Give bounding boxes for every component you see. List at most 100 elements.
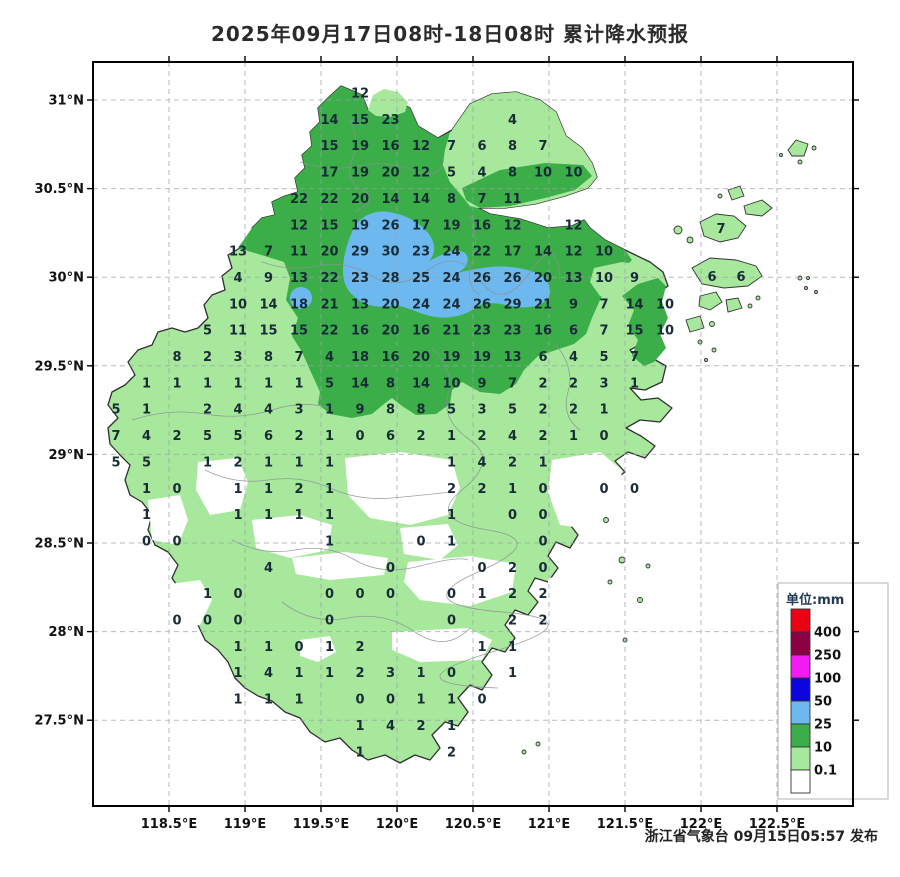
- grid-value: 3: [233, 350, 242, 365]
- grid-value: 10: [564, 166, 582, 181]
- grid-value: 9: [630, 271, 639, 286]
- grid-value: 4: [264, 561, 273, 576]
- grid-value: 0: [447, 614, 456, 629]
- grid-value: 6: [264, 429, 273, 444]
- grid-value: 0: [599, 429, 608, 444]
- grid-value: 13: [564, 271, 582, 286]
- grid-value: 1: [142, 482, 151, 497]
- grid-value: 25: [412, 271, 430, 286]
- grid-value: 9: [264, 271, 273, 286]
- grid-value: 26: [503, 271, 521, 286]
- grid-value: 15: [625, 324, 643, 339]
- grid-value: 3: [294, 403, 303, 418]
- legend-swatch: [790, 700, 811, 725]
- grid-value: 4: [477, 455, 486, 470]
- grid-value: 12: [564, 245, 582, 260]
- grid-value: 2: [447, 745, 456, 760]
- grid-value: 2: [477, 482, 486, 497]
- grid-value: 16: [412, 324, 430, 339]
- legend-threshold-label: 250: [814, 649, 841, 664]
- grid-value: 8: [416, 403, 425, 418]
- grid-value: 7: [477, 192, 486, 207]
- grid-value: 8: [264, 350, 273, 365]
- dry-holes: [148, 452, 622, 662]
- grid-value: 8: [386, 376, 395, 391]
- grid-value: 1: [325, 429, 334, 444]
- grid-value: 5: [447, 403, 456, 418]
- grid-value: 24: [442, 271, 460, 286]
- grid-value: 24: [442, 245, 460, 260]
- grid-value: 2: [508, 455, 517, 470]
- legend-swatch: [790, 723, 811, 748]
- grid-value: 12: [412, 139, 430, 154]
- grid-value: 5: [233, 429, 242, 444]
- grid-value: 1: [355, 719, 364, 734]
- grid-value: 0: [416, 535, 425, 550]
- y-tick-label: 30.5°N: [35, 182, 84, 197]
- grid-value: 10: [534, 166, 552, 181]
- island-grid-value: 6: [736, 270, 745, 285]
- grid-value: 5: [203, 324, 212, 339]
- grid-value: 5: [203, 429, 212, 444]
- grid-value: 29: [351, 245, 369, 260]
- grid-value: 14: [625, 297, 643, 312]
- rain-blob-blue-small: [290, 287, 312, 309]
- grid-value: 5: [111, 403, 120, 418]
- rain-wedge-northeast: [462, 163, 592, 208]
- grid-value: 2: [508, 587, 517, 602]
- grid-value: 0: [355, 693, 364, 708]
- grid-value: 1: [264, 376, 273, 391]
- x-tick-label: 122°E: [680, 817, 723, 832]
- grid-value: 4: [233, 271, 242, 286]
- x-tick-label: 122.5°E: [749, 817, 806, 832]
- grid-value: 14: [351, 376, 369, 391]
- issuer-attribution: 浙江省气象台 09月15日05:57 发布: [644, 829, 878, 845]
- grid-value: 0: [233, 614, 242, 629]
- grid-value: 0: [538, 535, 547, 550]
- plot-frame: 118.5°E 119°E 119.5°E 120°E 120.5°E 121°E 121.…: [35, 56, 859, 832]
- grid-value: 0: [386, 561, 395, 576]
- grid-value: 3: [477, 403, 486, 418]
- legend-threshold-label: 25: [814, 718, 832, 733]
- grid-value: 1: [294, 693, 303, 708]
- grid-value: 7: [294, 350, 303, 365]
- grid-value: 1: [294, 666, 303, 681]
- grid-value: 4: [264, 666, 273, 681]
- grid-value: 1: [264, 455, 273, 470]
- rain-region-25-50mm: [342, 211, 551, 318]
- grid-value: 0: [172, 614, 181, 629]
- x-tick-label: 120°E: [376, 817, 419, 832]
- grid-value: 20: [320, 245, 338, 260]
- grid-value: 19: [351, 218, 369, 233]
- grid-value: 2: [172, 429, 181, 444]
- grid-value: 1: [447, 693, 456, 708]
- grid-value: 5: [325, 376, 334, 391]
- grid-value: 2: [538, 587, 547, 602]
- province-map: [107, 85, 818, 764]
- grid-value: 1: [477, 587, 486, 602]
- grid-value: 4: [508, 113, 517, 128]
- grid-value: 2: [355, 640, 364, 655]
- grid-value: 8: [447, 192, 456, 207]
- x-tick-label: 120.5°E: [445, 817, 502, 832]
- grid-value: 0: [386, 587, 395, 602]
- grid-value: 1: [172, 376, 181, 391]
- grid-value: 1: [325, 640, 334, 655]
- grid-value: 4: [325, 350, 334, 365]
- grid-value: 18: [290, 297, 308, 312]
- grid-value: 0: [142, 535, 151, 550]
- grid-value: 23: [351, 271, 369, 286]
- grid-value: 15: [290, 324, 308, 339]
- grid-value: 0: [630, 482, 639, 497]
- grid-value: 4: [264, 403, 273, 418]
- grid-value: 0: [355, 587, 364, 602]
- x-tick-label: 119.5°E: [293, 817, 350, 832]
- grid-value: 12: [351, 87, 369, 102]
- county-boundaries: [131, 119, 581, 689]
- y-tick-label: 30°N: [49, 271, 84, 286]
- grid-value: 14: [320, 113, 338, 128]
- grid-value: 29: [503, 297, 521, 312]
- grid-value: 19: [442, 218, 460, 233]
- grid-value: 23: [412, 245, 430, 260]
- grid-value: 5: [508, 403, 517, 418]
